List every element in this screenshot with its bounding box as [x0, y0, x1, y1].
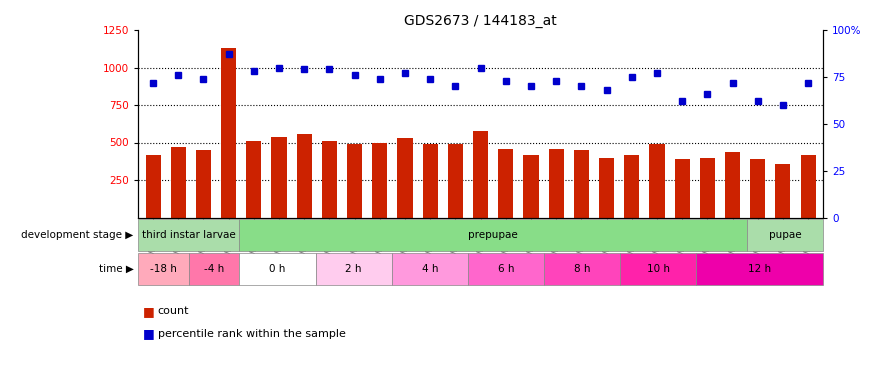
Bar: [775, 164, 790, 218]
Text: 4 h: 4 h: [422, 264, 438, 274]
Bar: [239, 219, 747, 251]
Bar: [316, 253, 392, 285]
Text: third instar larvae: third instar larvae: [142, 230, 236, 240]
Bar: [296, 134, 311, 218]
Text: 6 h: 6 h: [498, 264, 514, 274]
Text: -4 h: -4 h: [204, 264, 224, 274]
Bar: [801, 154, 816, 218]
Text: percentile rank within the sample: percentile rank within the sample: [158, 329, 345, 339]
Bar: [473, 130, 488, 218]
Bar: [372, 142, 387, 218]
Bar: [599, 158, 614, 218]
Bar: [138, 219, 239, 251]
Text: 12 h: 12 h: [748, 264, 772, 274]
Text: ■: ■: [142, 327, 154, 340]
Text: 2 h: 2 h: [345, 264, 362, 274]
Bar: [448, 144, 463, 218]
Bar: [544, 253, 620, 285]
Text: pupae: pupae: [769, 230, 802, 240]
Bar: [171, 147, 186, 218]
Bar: [675, 159, 690, 218]
Bar: [423, 144, 438, 218]
Text: -18 h: -18 h: [150, 264, 177, 274]
Bar: [574, 150, 589, 217]
Text: 8 h: 8 h: [574, 264, 590, 274]
Bar: [271, 136, 287, 218]
Bar: [523, 154, 538, 218]
Text: ■: ■: [142, 305, 154, 318]
Bar: [189, 253, 239, 285]
Bar: [548, 148, 563, 217]
Bar: [347, 144, 362, 218]
Bar: [468, 253, 544, 285]
Bar: [196, 150, 211, 217]
Bar: [620, 253, 696, 285]
Bar: [498, 148, 514, 217]
Bar: [700, 158, 715, 218]
Bar: [239, 253, 316, 285]
Bar: [650, 144, 665, 218]
Text: prepupae: prepupae: [468, 230, 518, 240]
Bar: [322, 141, 337, 218]
Bar: [392, 253, 468, 285]
Text: development stage ▶: development stage ▶: [21, 230, 134, 240]
Text: 10 h: 10 h: [647, 264, 670, 274]
Bar: [624, 154, 639, 218]
Bar: [398, 138, 413, 218]
Bar: [221, 48, 236, 217]
Bar: [247, 141, 262, 218]
Bar: [725, 152, 740, 217]
Bar: [747, 219, 823, 251]
Text: 0 h: 0 h: [270, 264, 286, 274]
Text: count: count: [158, 306, 189, 316]
Title: GDS2673 / 144183_at: GDS2673 / 144183_at: [404, 13, 557, 28]
Bar: [696, 253, 823, 285]
Bar: [138, 253, 189, 285]
Bar: [145, 154, 160, 218]
Text: time ▶: time ▶: [99, 264, 134, 274]
Bar: [750, 159, 765, 218]
